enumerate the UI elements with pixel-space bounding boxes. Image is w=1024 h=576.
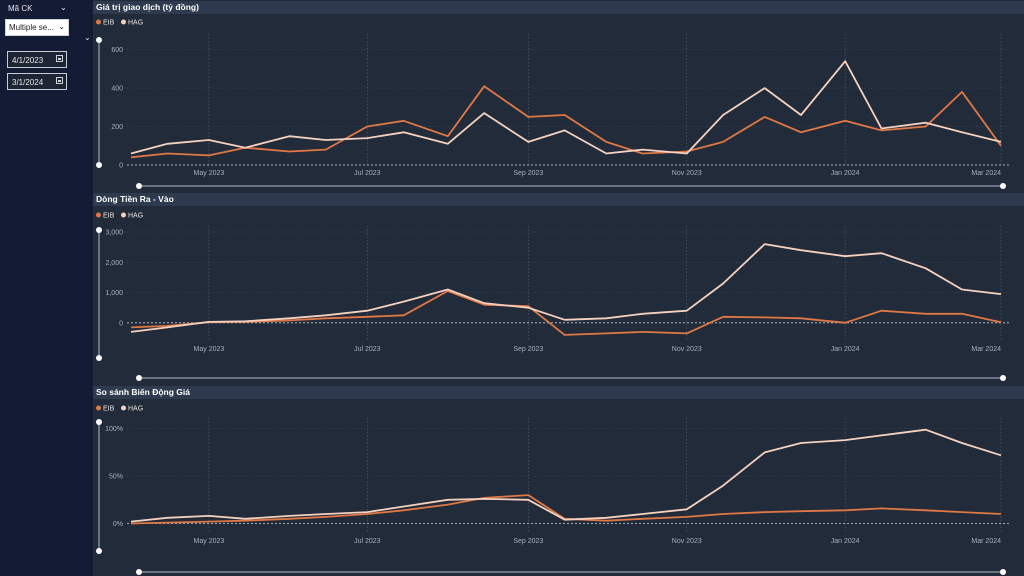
x-tick-label: Mar 2024 xyxy=(971,538,1001,545)
legend-marker-eib xyxy=(96,405,101,411)
filter-sidebar: Mã CK ⌄ Multiple se... ⌄ ⌄ 4/1/2023 3/1/… xyxy=(0,0,93,576)
x-tick-label: Nov 2023 xyxy=(672,538,702,545)
legend-marker-hag xyxy=(121,212,126,218)
legend-label-hag: HAG xyxy=(128,213,143,220)
y-tick-label: 0 xyxy=(119,163,123,170)
x-zoom-handle-right[interactable] xyxy=(1000,183,1006,189)
end-date-field[interactable]: 3/1/2024 xyxy=(7,73,67,90)
series-line-hag xyxy=(130,60,1002,155)
chevron-down-icon[interactable]: ⌄ xyxy=(60,3,67,12)
x-tick-label: Jan 2024 xyxy=(831,538,860,545)
y-tick-label: 200 xyxy=(111,124,123,131)
x-tick-label: Nov 2023 xyxy=(672,170,702,177)
legend-marker-hag xyxy=(121,405,126,411)
y-tick-label: 50% xyxy=(109,474,123,481)
chart-1-header: Giá trị giao dịch (tỷ đồng) xyxy=(93,1,1024,14)
end-date-value: 3/1/2024 xyxy=(12,78,44,87)
x-tick-label: Sep 2023 xyxy=(513,170,543,177)
y-tick-label: 400 xyxy=(111,86,123,93)
x-tick-label: Jul 2023 xyxy=(354,170,381,177)
chevron-down-icon[interactable]: ⌄ xyxy=(84,33,91,42)
chart-area: Giá trị giao dịch (tỷ đồng) Dòng Tiền Ra… xyxy=(93,0,1024,576)
chart-2-title: Dòng Tiền Ra - Vào xyxy=(96,194,174,204)
x-zoom-handle-right[interactable] xyxy=(1000,569,1006,575)
series-line-eib xyxy=(130,85,1002,159)
y-zoom-handle-top[interactable] xyxy=(96,419,102,425)
x-tick-label: May 2023 xyxy=(194,170,225,177)
legend-marker-hag xyxy=(121,19,126,25)
x-tick-label: Nov 2023 xyxy=(672,346,702,353)
x-zoom-handle-left[interactable] xyxy=(136,569,142,575)
y-zoom-handle-bottom[interactable] xyxy=(96,162,102,168)
chart-1-title: Giá trị giao dịch (tỷ đồng) xyxy=(96,2,199,12)
series-line-hag xyxy=(130,428,1002,523)
chart-2-header: Dòng Tiền Ra - Vào xyxy=(93,193,1024,206)
x-tick-label: May 2023 xyxy=(194,346,225,353)
start-date-field[interactable]: 4/1/2023 xyxy=(7,51,67,68)
start-date-value: 4/1/2023 xyxy=(12,56,44,65)
y-tick-label: 1,000 xyxy=(105,290,123,297)
x-tick-label: May 2023 xyxy=(194,538,225,545)
x-tick-label: Jan 2024 xyxy=(831,346,860,353)
stock-dropdown[interactable]: Multiple se... ⌄ xyxy=(5,19,69,36)
legend-marker-eib xyxy=(96,212,101,218)
x-tick-label: Jul 2023 xyxy=(354,346,381,353)
y-tick-label: 0 xyxy=(119,320,123,327)
x-tick-label: Mar 2024 xyxy=(971,346,1001,353)
calendar-icon[interactable] xyxy=(56,77,63,84)
y-tick-label: 2,000 xyxy=(105,260,123,267)
chart-3-title: So sánh Biến Động Giá xyxy=(96,387,190,397)
x-tick-label: Mar 2024 xyxy=(971,170,1001,177)
y-zoom-handle-bottom[interactable] xyxy=(96,355,102,361)
legend-label-eib: EIB xyxy=(103,406,115,413)
y-tick-label: 0% xyxy=(113,521,123,528)
x-tick-label: Jan 2024 xyxy=(831,170,860,177)
y-zoom-handle-top[interactable] xyxy=(96,227,102,233)
x-tick-label: Jul 2023 xyxy=(354,538,381,545)
slicer-title: Mã CK xyxy=(8,4,33,13)
x-zoom-handle-left[interactable] xyxy=(136,375,142,381)
legend-label-hag: HAG xyxy=(128,406,143,413)
x-zoom-handle-right[interactable] xyxy=(1000,375,1006,381)
x-tick-label: Sep 2023 xyxy=(513,538,543,545)
y-tick-label: 100% xyxy=(105,426,123,433)
legend-marker-eib xyxy=(96,19,101,25)
series-line-hag xyxy=(130,243,1002,333)
x-zoom-handle-left[interactable] xyxy=(136,183,142,189)
y-tick-label: 600 xyxy=(111,47,123,54)
y-zoom-handle-top[interactable] xyxy=(96,37,102,43)
calendar-icon[interactable] xyxy=(56,55,63,62)
x-tick-label: Sep 2023 xyxy=(513,346,543,353)
legend-label-eib: EIB xyxy=(103,20,115,27)
legend-label-eib: EIB xyxy=(103,213,115,220)
legend-label-hag: HAG xyxy=(128,20,143,27)
dropdown-selected-value: Multiple se... xyxy=(9,23,54,32)
series-line-eib xyxy=(130,290,1002,336)
chevron-down-icon: ⌄ xyxy=(58,22,65,31)
y-zoom-handle-bottom[interactable] xyxy=(96,548,102,554)
charts-svg: EIB HAG May 2023 Jul 2023 Sep 2023 Nov 2023 Ja… xyxy=(96,19,1009,575)
y-tick-label: 3,000 xyxy=(105,230,123,237)
chart-3-header: So sánh Biến Động Giá xyxy=(93,386,1024,399)
